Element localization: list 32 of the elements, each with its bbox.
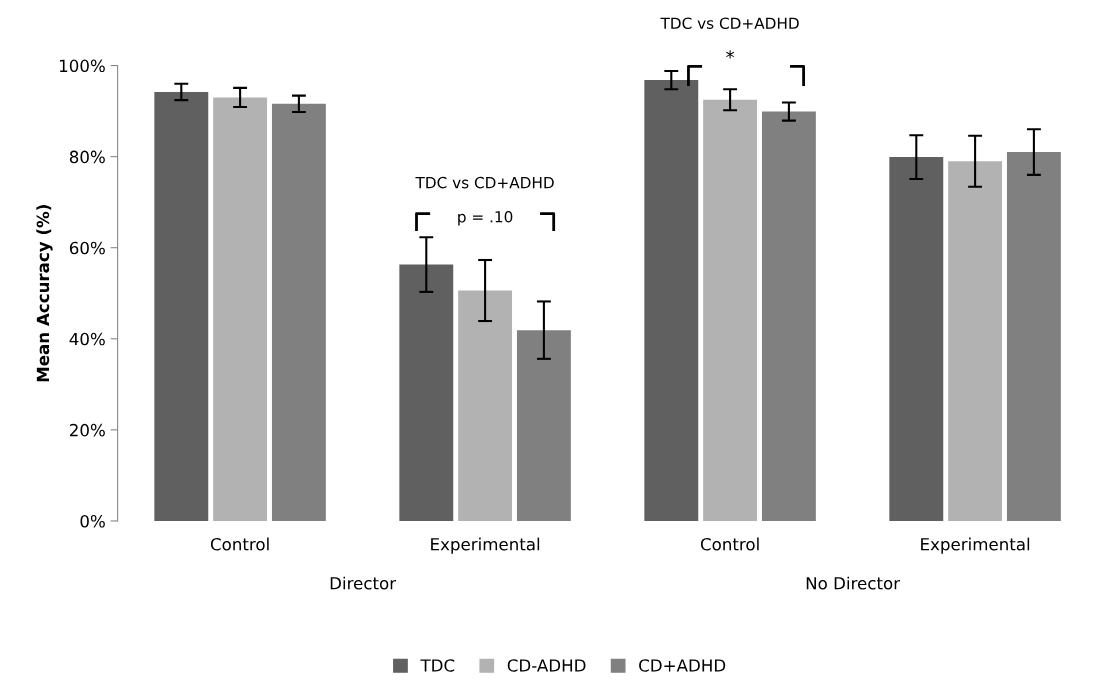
y-tick-label: 100% — [59, 59, 105, 73]
text: Director — [330, 576, 397, 590]
annotation: TDC vs CD+ADHD — [415, 176, 554, 189]
legend-label: CD+ADHD — [639, 659, 726, 672]
text: No Director — [806, 576, 901, 590]
bar — [703, 99, 758, 521]
bar — [644, 80, 699, 521]
y-tick-label: 80% — [69, 150, 105, 164]
bar — [761, 111, 816, 521]
bar — [271, 103, 326, 521]
legend-label: CD-ADHD — [507, 659, 586, 672]
legend-label: TDC — [420, 659, 455, 672]
x-tick-label: Experimental — [921, 537, 1030, 554]
bar — [516, 330, 571, 521]
bar — [399, 264, 454, 521]
y-tick-label: 40% — [69, 332, 105, 346]
text: * — [726, 50, 735, 59]
y-tick-label: 60% — [69, 241, 105, 255]
y-axis-title: Mean Accuracy (%) — [36, 205, 53, 382]
bar — [458, 290, 513, 521]
x-tick-label: Experimental — [431, 537, 540, 554]
bar — [948, 161, 1003, 521]
bar — [154, 91, 209, 521]
bar — [213, 97, 268, 521]
text: TDC vs CD+ADHD — [660, 17, 799, 29]
y-tick-label: 20% — [69, 423, 105, 437]
x-tick-label: Control — [700, 537, 759, 551]
bar — [889, 157, 944, 521]
y-tick-label: 0% — [80, 514, 105, 528]
annotation: p = .10 — [458, 210, 513, 226]
x-tick-label: Control — [210, 537, 269, 551]
bar — [1006, 152, 1061, 521]
